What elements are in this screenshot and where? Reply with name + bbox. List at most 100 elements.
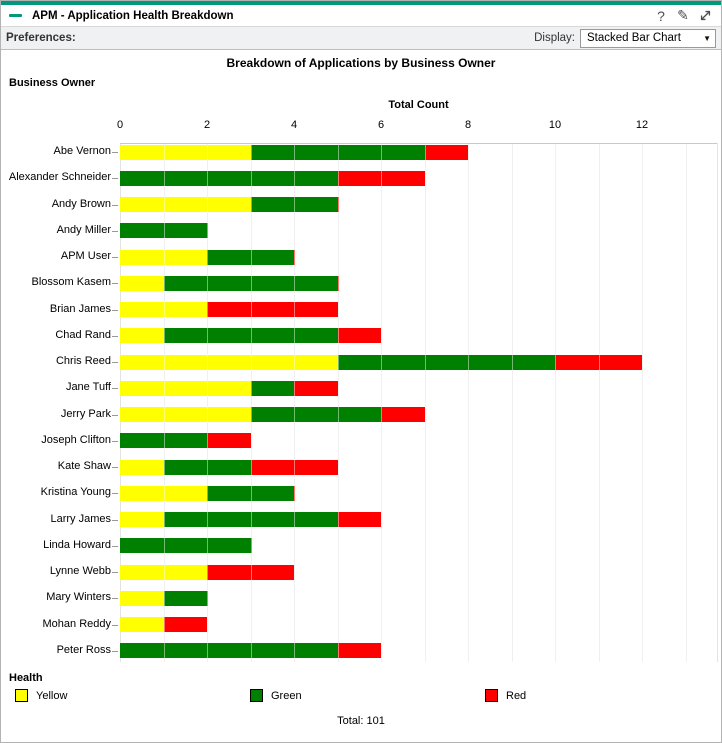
bar-segment-green[interactable] <box>163 459 251 475</box>
gridline <box>642 143 643 662</box>
bar-segment-red[interactable] <box>337 197 339 212</box>
widget-title-bar: APM - Application Health Breakdown ? ✎ <box>1 5 721 27</box>
bar-segment-green[interactable] <box>163 512 338 527</box>
category-label: Blossom Kasem <box>31 276 111 289</box>
y-axis-title: Business Owner <box>9 77 96 89</box>
gridline-overlay <box>642 144 643 662</box>
bar-segment-yellow[interactable] <box>120 302 207 317</box>
bar-segment-yellow[interactable] <box>120 144 251 160</box>
bar-segment-yellow[interactable] <box>120 617 164 632</box>
edit-pencil-icon[interactable]: ✎ <box>677 7 689 23</box>
bar-segment-yellow[interactable] <box>120 328 164 344</box>
bar-segment-yellow[interactable] <box>120 380 251 396</box>
bar-segment-red[interactable] <box>294 485 295 501</box>
bar-segment-yellow[interactable] <box>120 275 164 291</box>
bar-segment-green[interactable] <box>120 538 251 554</box>
bar-segment-red[interactable] <box>381 407 425 422</box>
bar-segment-green[interactable] <box>120 433 207 449</box>
category-tick <box>112 414 118 416</box>
category-tick <box>112 178 118 180</box>
bar-segment-red[interactable] <box>294 380 338 396</box>
help-icon[interactable]: ? <box>657 7 665 24</box>
bar-segment-red[interactable] <box>163 617 207 632</box>
gridline <box>337 143 339 662</box>
category-label: Brian James <box>49 302 111 315</box>
bar-segment-red[interactable] <box>207 433 251 449</box>
x-tick-label: 8 <box>464 119 472 131</box>
bar-segment-green[interactable] <box>163 590 207 606</box>
legend-label: Yellow <box>36 689 68 702</box>
bar-segment-green[interactable] <box>207 485 294 501</box>
bar-segment-red[interactable] <box>555 354 642 370</box>
bar-segment-green[interactable] <box>207 249 294 265</box>
bar-segment-green[interactable] <box>250 144 425 160</box>
bar-segment-red[interactable] <box>337 512 381 527</box>
bar-segment-red[interactable] <box>207 590 208 606</box>
category-tick <box>112 283 118 285</box>
category-tick <box>112 230 118 232</box>
category-label: Chad Rand <box>55 328 111 341</box>
plot-right-border <box>717 143 718 662</box>
bar-segment-green[interactable] <box>337 354 555 370</box>
bar-segment-red[interactable] <box>424 144 468 160</box>
bar-segment-yellow[interactable] <box>120 354 338 370</box>
bar-segment-yellow[interactable] <box>120 197 251 212</box>
gridline-overlay <box>424 144 426 662</box>
bar-segment-green[interactable] <box>163 328 338 344</box>
x-tick-label: 2 <box>203 119 211 131</box>
gridline <box>685 143 687 662</box>
bar-segment-green[interactable] <box>250 197 338 212</box>
gridline <box>468 143 469 662</box>
bar-segment-red[interactable] <box>337 643 381 659</box>
category-label: Kate Shaw <box>57 460 111 472</box>
bar-segment-red[interactable] <box>207 564 294 580</box>
bar-segment-green[interactable] <box>120 223 207 239</box>
display-select[interactable]: Stacked Bar Chart ▼ <box>580 28 716 48</box>
bar-segment-yellow[interactable] <box>120 590 164 606</box>
x-tick-label: 0 <box>116 119 124 131</box>
category-tick <box>112 388 118 390</box>
bar-segment-yellow[interactable] <box>120 407 251 422</box>
x-axis-title: Total Count <box>388 99 449 111</box>
gridline <box>424 143 426 662</box>
bar-segment-green[interactable] <box>120 170 338 186</box>
bar-segment-yellow[interactable] <box>120 512 164 527</box>
category-label: Peter Ross <box>56 643 111 656</box>
bar-segment-red[interactable] <box>207 302 338 317</box>
legend-item-green: Green <box>250 689 302 702</box>
bar-segment-green[interactable] <box>120 643 338 659</box>
bar-segment-red[interactable] <box>207 223 208 239</box>
bar-segment-green[interactable] <box>250 380 294 396</box>
gridline <box>598 143 600 662</box>
bar-segment-red[interactable] <box>337 170 425 186</box>
category-label: Linda Howard <box>43 538 111 551</box>
bar-segment-red[interactable] <box>337 328 381 344</box>
category-tick <box>112 204 118 206</box>
category-tick <box>112 493 118 495</box>
bar-segment-yellow[interactable] <box>120 459 164 475</box>
bar-segment-green[interactable] <box>250 407 381 422</box>
collapse-icon[interactable] <box>9 14 22 17</box>
bar-segment-yellow[interactable] <box>120 249 207 265</box>
bar-segment-yellow[interactable] <box>120 564 207 580</box>
preferences-label: Preferences: <box>6 32 76 44</box>
category-label: Chris Reed <box>55 355 111 367</box>
category-label: Jane Tuff <box>65 381 111 394</box>
legend-swatch-green <box>250 689 263 702</box>
x-tick-label: 4 <box>290 119 298 131</box>
gridline-overlay <box>207 144 208 662</box>
bar-segment-red[interactable] <box>250 459 338 475</box>
legend-swatch-red <box>485 689 498 702</box>
gridline-overlay <box>468 144 469 662</box>
bar-segment-red[interactable] <box>294 249 295 265</box>
category-label: Abe Vernon <box>53 145 112 157</box>
gridline-overlay <box>511 144 513 662</box>
bar-segment-red[interactable] <box>250 538 252 554</box>
bar-segment-green[interactable] <box>163 275 338 291</box>
expand-icon[interactable] <box>695 7 715 25</box>
category-label: Andy Miller <box>56 223 111 236</box>
category-tick <box>112 335 118 337</box>
bar-segment-yellow[interactable] <box>120 485 207 501</box>
bar-segment-red[interactable] <box>337 275 339 291</box>
